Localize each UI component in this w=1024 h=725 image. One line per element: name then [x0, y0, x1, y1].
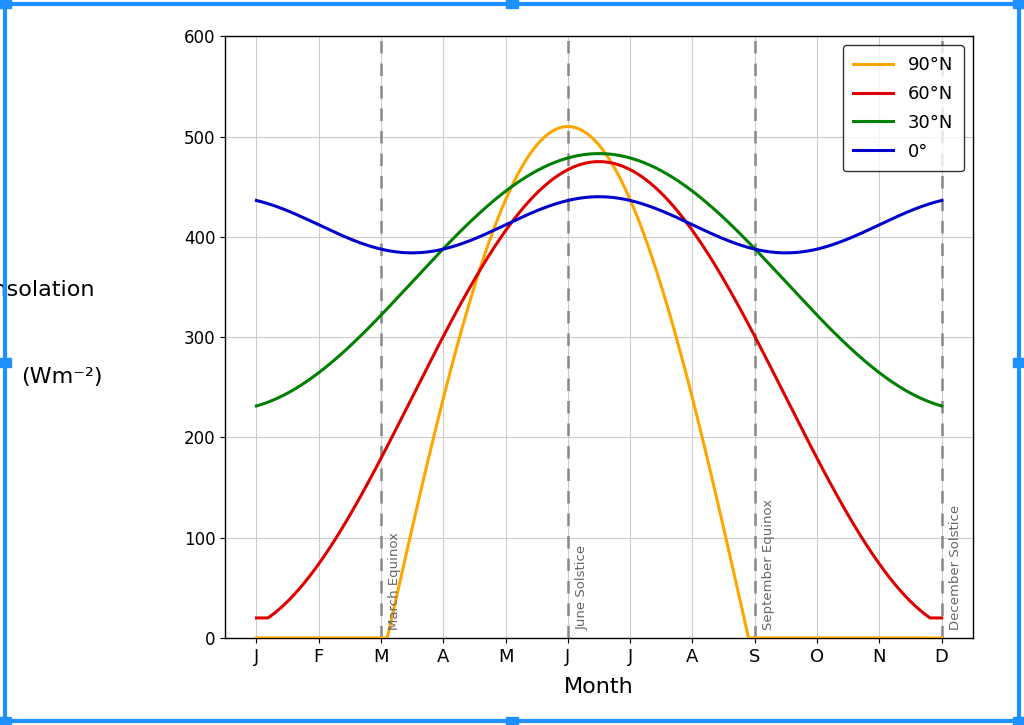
- Text: (Wm⁻²): (Wm⁻²): [20, 367, 102, 387]
- X-axis label: Month: Month: [564, 677, 634, 697]
- Legend: 90°N, 60°N, 30°N, 0°: 90°N, 60°N, 30°N, 0°: [843, 45, 964, 171]
- Text: March Equinox: March Equinox: [388, 532, 401, 630]
- Text: December Solstice: December Solstice: [949, 505, 963, 630]
- Text: Insolation: Insolation: [0, 280, 95, 300]
- Text: September Equinox: September Equinox: [762, 499, 775, 630]
- Text: June Solstice: June Solstice: [575, 545, 589, 630]
